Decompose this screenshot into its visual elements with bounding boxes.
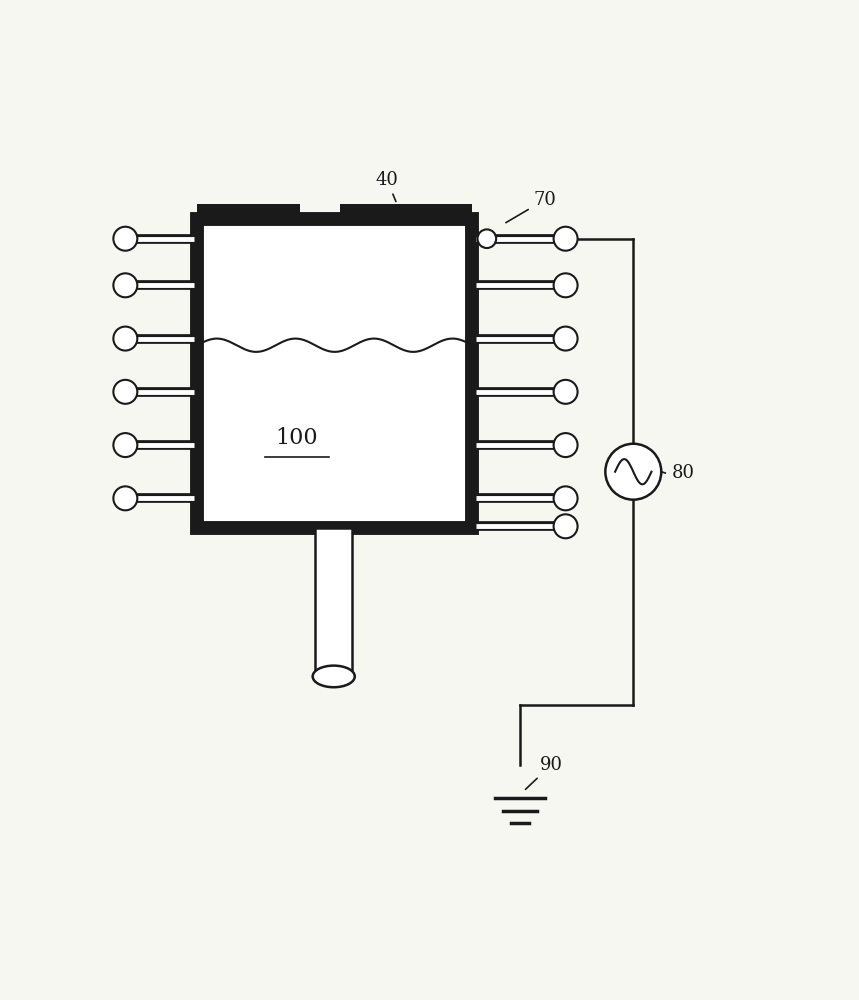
Circle shape xyxy=(606,444,661,500)
Ellipse shape xyxy=(313,666,355,687)
Circle shape xyxy=(553,514,577,538)
Bar xyxy=(198,204,301,219)
Circle shape xyxy=(113,433,137,457)
Circle shape xyxy=(113,486,137,510)
Circle shape xyxy=(113,327,137,351)
Text: 70: 70 xyxy=(506,191,557,223)
Circle shape xyxy=(478,229,497,248)
Text: 90: 90 xyxy=(526,756,564,789)
Circle shape xyxy=(113,273,137,297)
Text: 80: 80 xyxy=(672,464,695,482)
Circle shape xyxy=(553,273,577,297)
Circle shape xyxy=(553,433,577,457)
Circle shape xyxy=(553,486,577,510)
Bar xyxy=(315,528,352,676)
Bar xyxy=(198,219,472,528)
Circle shape xyxy=(553,227,577,251)
Circle shape xyxy=(553,380,577,404)
Bar xyxy=(340,204,472,219)
Text: 40: 40 xyxy=(375,171,399,202)
Circle shape xyxy=(113,227,137,251)
Text: 100: 100 xyxy=(276,427,319,449)
Circle shape xyxy=(553,327,577,351)
Circle shape xyxy=(113,380,137,404)
